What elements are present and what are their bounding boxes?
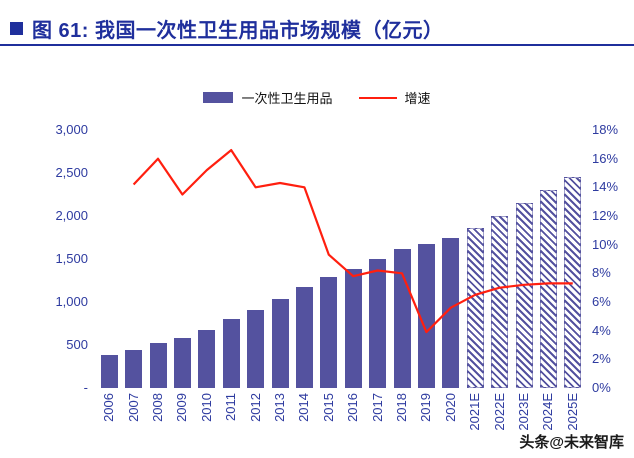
- x-tick-2012: 2012: [247, 393, 263, 422]
- right-axis-tick: 4%: [592, 322, 611, 338]
- bar-2008: [149, 343, 167, 388]
- x-tick-2007: 2007: [125, 393, 141, 422]
- bar-2021E: [466, 228, 484, 388]
- bar-2009: [173, 338, 191, 388]
- plot-area: [97, 130, 585, 388]
- right-axis-tick: 8%: [592, 265, 611, 281]
- right-axis-tick: 14%: [592, 179, 619, 195]
- title-underline: [0, 44, 634, 46]
- left-axis: - 500 1,000 1,500 2,000 2,500 3,000: [26, 122, 88, 395]
- bar-series-label: 一次性卫生用品: [241, 91, 333, 106]
- x-tick-2020: 2020: [442, 393, 458, 422]
- bar-2013: [271, 299, 289, 388]
- bar-2024E: [539, 190, 557, 388]
- x-tick-2011: 2011: [223, 393, 239, 421]
- x-tick-2015: 2015: [320, 393, 336, 422]
- left-axis-tick: 2,000: [55, 208, 88, 223]
- left-axis-tick: -: [83, 380, 88, 395]
- x-tick-2023E: 2023E: [516, 393, 531, 431]
- right-axis: 0% 2% 4% 6% 8% 10% 12% 14% 16% 18%: [592, 122, 632, 395]
- bar-2014: [295, 286, 313, 388]
- legend: 一次性卫生用品 增速: [0, 88, 634, 107]
- line-series-label: 增速: [404, 91, 431, 106]
- right-axis-tick: 2%: [592, 351, 611, 367]
- x-tick-2019: 2019: [418, 393, 434, 422]
- chart-title: 图 61: 我国一次性卫生用品市场规模（亿元）: [32, 20, 444, 42]
- growth-line-layer: [132, 149, 573, 334]
- left-axis-tick: 500: [66, 337, 88, 352]
- title-bullet-square: [10, 22, 23, 35]
- bar-2011: [222, 319, 240, 388]
- x-tick-2016: 2016: [345, 393, 361, 422]
- x-tick-2017: 2017: [369, 393, 385, 422]
- x-tick-2008: 2008: [150, 393, 165, 422]
- bar-2006: [100, 354, 118, 388]
- x-tick-2018: 2018: [394, 393, 409, 422]
- bar-2010: [198, 329, 216, 388]
- bar-2016: [344, 268, 362, 388]
- right-axis-tick: 16%: [592, 150, 619, 166]
- right-axis-tick: 10%: [592, 236, 619, 252]
- left-axis-tick: 2,500: [55, 165, 88, 180]
- x-tick-2009: 2009: [174, 393, 190, 422]
- bar-2007: [125, 350, 143, 388]
- bar-2015: [320, 277, 338, 388]
- growth-rate-line: [132, 149, 573, 334]
- right-axis-tick: 18%: [592, 122, 619, 137]
- bar-2020: [442, 237, 460, 388]
- x-tick-2013: 2013: [272, 393, 287, 422]
- x-tick-2025E: 2025E: [564, 393, 580, 431]
- x-tick-2010: 2010: [198, 393, 214, 422]
- line-series-swatch: [358, 96, 397, 99]
- x-tick-2006: 2006: [101, 393, 117, 422]
- bar-2022E: [491, 216, 509, 388]
- x-axis-labels: 2006 2007 2008 2009 2010 2011 2012 2013 2014 2015…: [97, 393, 585, 451]
- x-tick-2024E: 2024E: [540, 393, 556, 431]
- bar-2012: [247, 309, 265, 388]
- bar-2017: [369, 259, 387, 388]
- x-tick-2014: 2014: [296, 393, 312, 422]
- right-axis-tick: 12%: [592, 208, 619, 223]
- left-axis-tick: 1,000: [55, 294, 88, 309]
- x-tick-2021E: 2021E: [467, 393, 483, 431]
- bar-series-swatch: [203, 92, 234, 103]
- right-axis-tick: 0%: [592, 380, 611, 395]
- bar-series: [97, 130, 585, 388]
- bar-2023E: [515, 203, 533, 388]
- right-axis-tick: 6%: [592, 294, 611, 309]
- left-axis-tick: 3,000: [55, 122, 88, 137]
- watermark: 头条@未来智库: [519, 434, 624, 451]
- bar-2019: [417, 243, 435, 388]
- chart-header: 图 61: 我国一次性卫生用品市场规模（亿元）: [10, 14, 444, 43]
- left-axis-tick: 1,500: [55, 251, 88, 266]
- x-tick-2022E: 2022E: [491, 393, 507, 431]
